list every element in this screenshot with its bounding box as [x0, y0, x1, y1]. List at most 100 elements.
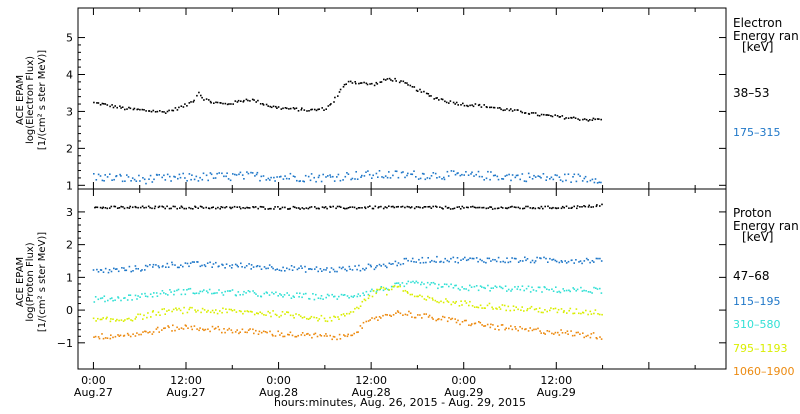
proton-data-point [467, 289, 470, 292]
proton-data-point [293, 317, 295, 319]
electron-data-point [504, 109, 506, 111]
proton-data-point [180, 293, 183, 296]
electron-data-point [284, 175, 286, 177]
proton-data-point [289, 314, 292, 317]
proton-data-point [218, 265, 220, 267]
proton-data-point [96, 206, 99, 209]
electron-data-point [461, 173, 463, 176]
electron-data-point [255, 173, 258, 176]
proton-data-point [479, 285, 482, 287]
proton-data-point [419, 262, 422, 264]
proton-data-point [536, 256, 538, 259]
proton-data-point [534, 260, 537, 262]
proton-data-point [246, 310, 249, 312]
proton-data-point [446, 300, 449, 302]
electron-legend-title-2: Energy ran [733, 29, 799, 43]
electron-data-point [313, 176, 315, 179]
proton-data-point [157, 265, 160, 267]
electron-data-point [390, 79, 392, 81]
proton-data-point [347, 207, 350, 209]
proton-data-point [563, 206, 565, 209]
proton-data-point [575, 331, 578, 334]
proton-data-point [146, 295, 149, 298]
proton-data-point [496, 207, 499, 210]
proton-data-point [294, 206, 296, 209]
proton-data-point [575, 290, 577, 292]
proton-data-point [342, 207, 345, 209]
proton-data-point [320, 295, 323, 297]
proton-data-point [318, 318, 321, 320]
proton-data-point [382, 289, 385, 292]
proton-data-point [594, 309, 597, 311]
electron-data-point [548, 114, 550, 116]
proton-data-point [336, 270, 338, 273]
proton-data-point [546, 288, 548, 290]
electron-data-point [221, 172, 223, 175]
electron-data-point [197, 180, 200, 182]
proton-legend-item-4: 795–1193 [733, 342, 788, 355]
proton-data-point [289, 207, 291, 210]
proton-data-point [125, 269, 128, 272]
proton-data-point [566, 312, 568, 314]
electron-data-point [176, 109, 179, 111]
proton-data-point [469, 284, 471, 287]
proton-data-point [573, 334, 576, 337]
electron-data-point [565, 117, 567, 119]
electron-data-point [600, 118, 602, 121]
proton-data-point [131, 299, 133, 301]
electron-data-point [510, 179, 512, 182]
proton-data-point [97, 317, 99, 320]
electron-data-point [561, 115, 564, 117]
proton-data-point [501, 287, 504, 290]
electron-data-point [567, 117, 570, 119]
electron-data-point [327, 175, 329, 177]
proton-ylabel-line-2: log(Proton Flux) [25, 242, 36, 321]
proton-data-point [182, 289, 185, 291]
proton-data-point [291, 334, 294, 337]
proton-data-point [116, 207, 119, 209]
proton-data-point [166, 205, 168, 208]
electron-data-point [395, 80, 397, 82]
proton-data-point [274, 206, 276, 208]
electron-data-point [438, 176, 441, 178]
proton-data-point [538, 207, 541, 210]
electron-data-point [249, 100, 251, 102]
proton-data-point [499, 285, 501, 288]
proton-data-point [568, 309, 570, 312]
proton-data-point [486, 304, 489, 307]
proton-data-point [353, 332, 355, 335]
proton-data-point [239, 331, 241, 333]
proton-data-point [378, 206, 380, 208]
electron-data-point [321, 107, 323, 109]
proton-data-point [149, 264, 151, 266]
proton-data-point [448, 260, 450, 263]
electron-data-point [419, 177, 422, 180]
proton-data-point [583, 260, 586, 262]
proton-data-point [578, 261, 580, 263]
proton-data-point [204, 328, 207, 331]
electron-data-point [392, 174, 394, 177]
proton-data-point [92, 269, 95, 271]
proton-data-point [459, 289, 461, 291]
proton-data-point [248, 207, 251, 209]
proton-data-point [263, 292, 266, 295]
electron-data-point [282, 178, 285, 180]
electron-data-point [565, 179, 567, 182]
proton-data-point [449, 208, 452, 210]
proton-data-point [580, 286, 582, 289]
electron-data-point [238, 173, 240, 176]
proton-data-point [512, 305, 515, 307]
proton-data-point [403, 285, 406, 288]
proton-data-point [270, 315, 272, 318]
proton-data-point [371, 207, 374, 210]
proton-data-point [162, 265, 164, 267]
proton-data-point [274, 313, 277, 316]
electron-data-point [433, 98, 435, 100]
proton-data-point [132, 270, 134, 272]
electron-data-point [355, 82, 357, 85]
electron-data-point [351, 177, 354, 180]
proton-data-point [428, 205, 431, 208]
electron-data-point [132, 108, 135, 111]
electron-data-point [342, 179, 344, 181]
proton-data-point [405, 282, 408, 285]
